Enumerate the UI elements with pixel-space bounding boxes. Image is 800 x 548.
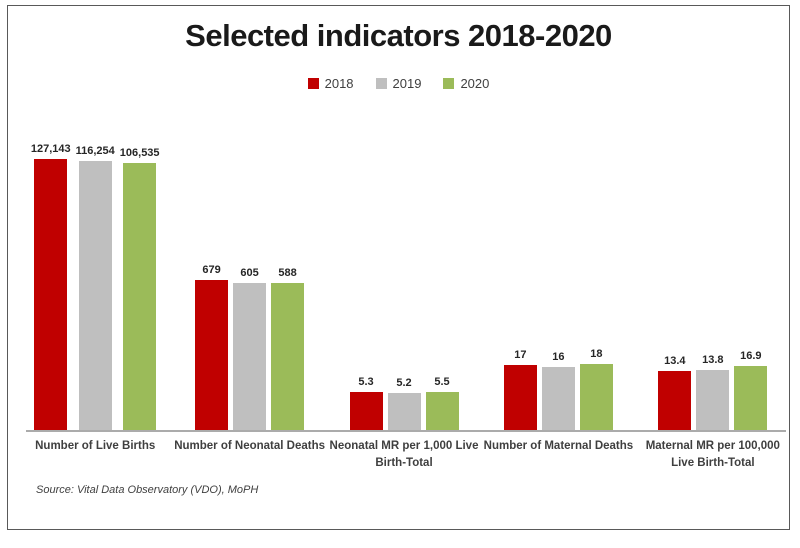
bar-value-label: 17 — [514, 349, 527, 361]
bar-2018 — [195, 280, 229, 431]
category-labels-row: Number of Live Births Number of Neonatal … — [18, 438, 790, 471]
bar-group-item: 5.5 — [425, 376, 459, 431]
bar-group-item: 116,254 — [76, 145, 115, 431]
category-label: Number of Neonatal Deaths — [174, 440, 326, 452]
legend-item-2018: 2018 — [307, 76, 354, 91]
bar-value-label: 605 — [240, 267, 259, 279]
bar-value-label: 16.9 — [740, 350, 762, 362]
bar-group-item: 679 — [195, 264, 229, 431]
bar-2020 — [579, 364, 613, 431]
bar-value-label: 18 — [590, 348, 603, 360]
bar-cluster: 5.3 5.2 5.5 — [327, 376, 481, 431]
legend-label: 2020 — [460, 76, 490, 91]
bar-group-item: 18 — [579, 348, 613, 431]
bar-cluster: 17 16 18 — [481, 348, 635, 431]
bar-group-item: 588 — [271, 267, 305, 431]
bar-value-label: 13.4 — [664, 355, 686, 367]
bar-2018 — [503, 365, 537, 431]
legend-item-2020: 2020 — [443, 76, 489, 91]
bar-cluster: 13.4 13.8 16.9 — [636, 350, 790, 431]
legend: 2018 2019 2020 — [8, 76, 789, 91]
bar-group-item: 106,535 — [120, 147, 160, 431]
bar-value-label: 13.8 — [702, 354, 724, 366]
bar-group-item: 13.8 — [696, 354, 730, 431]
chart-frame: Selected indicators 2018-2020 2018 2019 20… — [7, 5, 790, 530]
bar-2019 — [387, 393, 421, 431]
legend-swatch-icon — [375, 78, 387, 89]
bar-value-label: 106,535 — [119, 147, 160, 159]
bar-value-label: 116,254 — [75, 145, 115, 157]
bar-2020 — [123, 163, 157, 431]
category-cell: Maternal MR per 100,000 Live Birth-Total — [636, 438, 790, 471]
bar-group-item: 127,143 — [31, 143, 71, 431]
legend-item-2019: 2019 — [375, 76, 422, 91]
source-note: Source: Vital Data Observatory (VDO), Mo… — [36, 484, 259, 496]
bar-value-label: 588 — [278, 267, 297, 279]
bar-2018 — [34, 159, 68, 431]
bar-group-item: 13.4 — [658, 355, 692, 431]
bar-value-label: 16 — [552, 351, 565, 363]
bar-group-item: 17 — [503, 349, 537, 431]
legend-swatch-icon — [307, 78, 319, 89]
category-cell: Number of Live Births — [18, 438, 172, 471]
bar-value-label: 5.3 — [358, 376, 374, 388]
bar-2020 — [425, 392, 459, 431]
bar-cluster: 127,143 116,254 106,535 — [18, 143, 172, 431]
bar-value-label: 5.2 — [396, 377, 412, 389]
bar-2019 — [541, 367, 575, 431]
bar-value-label: 127,143 — [30, 143, 71, 155]
category-cell: Neonatal MR per 1,000 Live Birth-Total — [327, 438, 481, 471]
category-label: Number of Live Births — [35, 440, 156, 452]
plot-area: 127,143 116,254 106,535 679 605 588 5.3 5.2 5.5 1… — [18, 131, 790, 431]
x-axis-line — [26, 430, 786, 432]
category-label: Number of Maternal Deaths — [483, 440, 634, 452]
category-label: Maternal MR per 100,000 Live Birth-Total — [645, 440, 780, 469]
bar-group-item: 16.9 — [734, 350, 768, 431]
bar-2020 — [734, 366, 768, 431]
bar-group-item: 605 — [233, 267, 267, 431]
legend-swatch-icon — [443, 78, 455, 89]
chart-title: Selected indicators 2018-2020 — [185, 18, 612, 53]
category-label: Neonatal MR per 1,000 Live Birth-Total — [329, 440, 479, 469]
bar-2018 — [349, 392, 383, 431]
bar-group-item: 16 — [541, 351, 575, 431]
category-cell: Number of Maternal Deaths — [481, 438, 635, 471]
bar-2019 — [233, 283, 267, 431]
legend-label: 2019 — [392, 76, 422, 91]
bar-2019 — [78, 161, 112, 431]
bar-value-label: 5.5 — [434, 376, 450, 388]
bar-2018 — [658, 371, 692, 431]
category-cell: Number of Neonatal Deaths — [172, 438, 326, 471]
bar-value-label: 679 — [202, 264, 221, 276]
bar-group-item: 5.2 — [387, 377, 421, 431]
bar-group-item: 5.3 — [349, 376, 383, 431]
bar-cluster: 679 605 588 — [172, 264, 326, 431]
bar-2020 — [271, 283, 305, 431]
bar-2019 — [696, 370, 730, 431]
legend-label: 2018 — [324, 76, 354, 91]
